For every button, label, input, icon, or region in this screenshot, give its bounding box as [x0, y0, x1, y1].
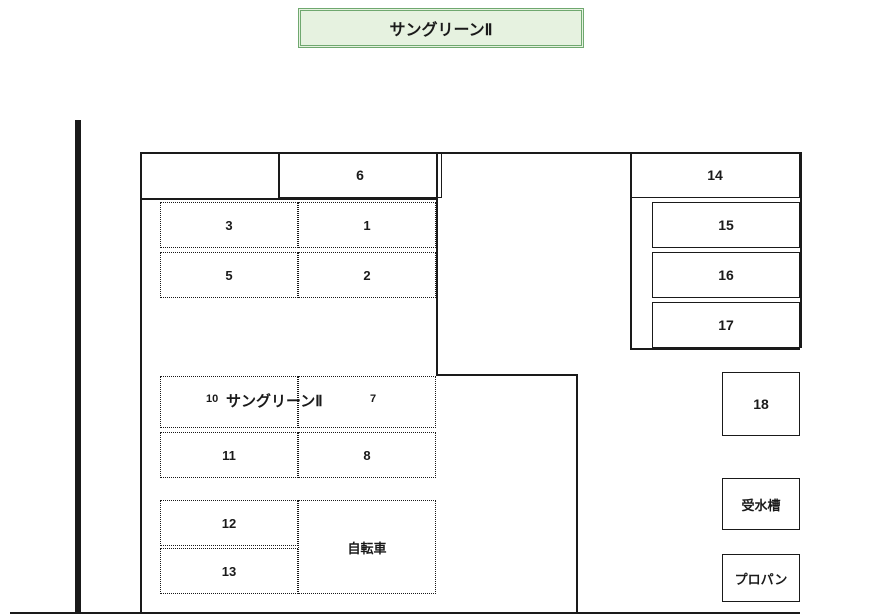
num-7: 7	[370, 393, 376, 405]
slot-16: 16	[652, 252, 800, 298]
building-name: サングリーンⅡ	[226, 390, 323, 411]
num-10: 10	[206, 393, 218, 405]
slot-6: 6	[278, 152, 442, 198]
propane: プロパン	[722, 554, 800, 602]
row6-bottom	[140, 198, 436, 200]
slot-15: 15	[652, 202, 800, 248]
slot-17: 17	[652, 302, 800, 348]
frame-bottom	[10, 612, 800, 614]
step-h	[436, 374, 576, 376]
slot-8: 8	[298, 432, 436, 478]
slot-11: 11	[160, 432, 298, 478]
slot-12: 12	[160, 500, 298, 546]
slot-14: 14	[630, 152, 800, 198]
left-wall	[75, 120, 81, 612]
frame-left	[140, 152, 142, 612]
slot-3: 3	[160, 202, 298, 248]
row17-bottom	[630, 348, 800, 350]
frame-right-upper	[800, 152, 802, 348]
tank: 受水槽	[722, 478, 800, 530]
title-box: サングリーンⅡ	[298, 8, 584, 48]
slot-2: 2	[298, 252, 436, 298]
slot-13: 13	[160, 548, 298, 594]
step-v	[576, 374, 578, 612]
slot-1: 1	[298, 202, 436, 248]
slot-5: 5	[160, 252, 298, 298]
bike: 自転車	[298, 500, 436, 594]
slot-18: 18	[722, 372, 800, 436]
